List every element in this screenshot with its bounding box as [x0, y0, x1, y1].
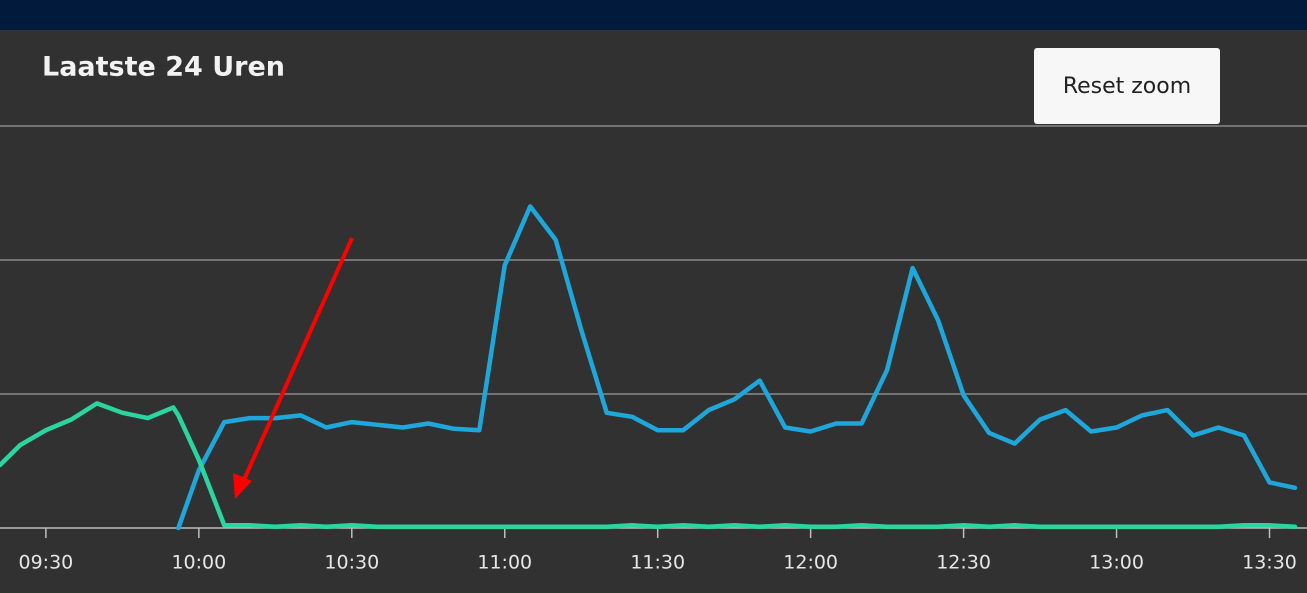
x-tick-label: 11:30 — [630, 552, 685, 574]
x-tick-label: 11:00 — [477, 552, 532, 574]
x-tick-label: 10:00 — [171, 552, 226, 574]
chart: Laatste 24 Uren 09:30 10:00 10:30 11:00 11:3… — [0, 52, 1307, 574]
annotation-arrow — [233, 237, 354, 499]
x-tick-label: 13:30 — [1242, 552, 1297, 574]
reset-zoom-button[interactable]: Reset zoom — [1034, 48, 1220, 124]
top-bar — [0, 0, 1307, 30]
x-tick-label: 10:30 — [324, 552, 379, 574]
chart-title: Laatste 24 Uren — [42, 52, 285, 83]
series-line — [176, 204, 1298, 531]
x-tick-label: 13:00 — [1089, 552, 1144, 574]
x-tick-label: 12:30 — [936, 552, 991, 574]
series-line — [0, 401, 1298, 529]
x-tick-label: 12:00 — [783, 552, 838, 574]
x-tick-label: 09:30 — [19, 552, 74, 574]
